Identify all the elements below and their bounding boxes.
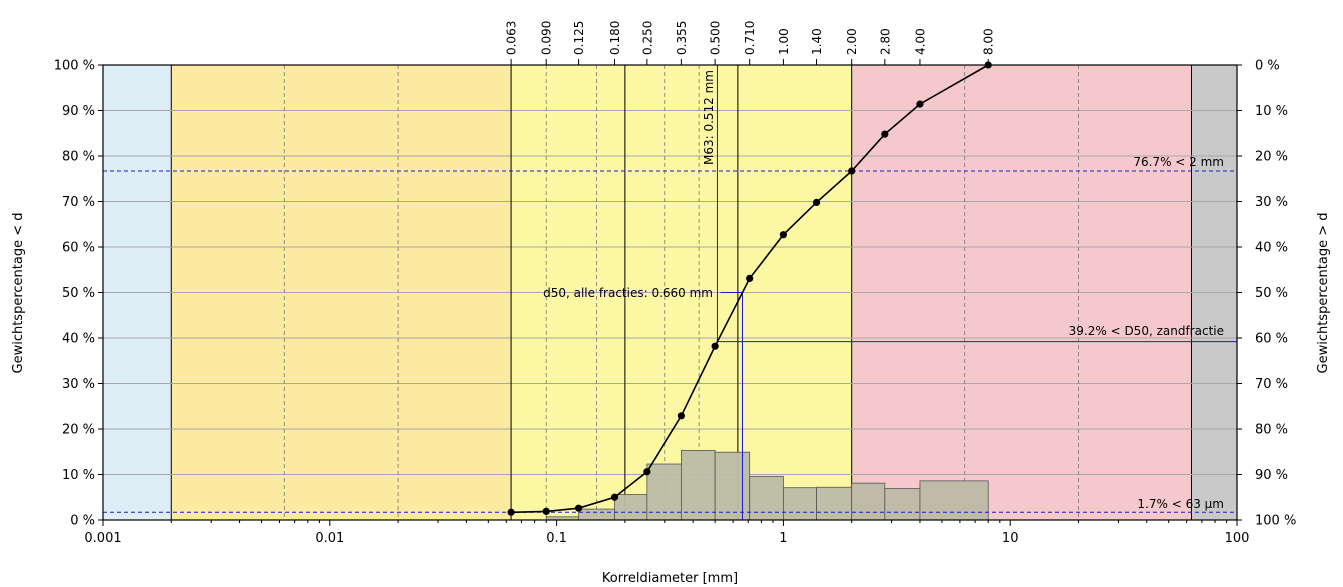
y-tick-label-left: 0 %: [70, 514, 95, 529]
y-tick-label-left: 60 %: [62, 241, 95, 256]
y-tick-label-right: 80 %: [1255, 423, 1288, 438]
histogram-bar: [783, 487, 817, 521]
x-tick-label: 100: [1225, 531, 1250, 546]
data-point: [881, 130, 889, 138]
histogram-bar: [714, 451, 751, 521]
y-tick-label-left: 80 %: [62, 150, 95, 165]
y-tick-label-right: 20 %: [1255, 150, 1288, 165]
sieve-label: 1.00: [777, 28, 791, 55]
y-tick-label-right: 50 %: [1255, 286, 1288, 301]
data-point: [677, 412, 685, 420]
y-tick-label-left: 20 %: [62, 423, 95, 438]
data-point: [848, 167, 856, 175]
y-tick-label-left: 10 %: [62, 468, 95, 483]
cumulative-curve: [507, 61, 992, 516]
sieve-label: 0.180: [608, 21, 622, 55]
y-axis-label-left: Gewichtspercentage < d: [11, 213, 26, 374]
x-tick-label: 1: [779, 531, 787, 546]
data-point: [779, 231, 788, 239]
y-tick-label-right: 30 %: [1255, 195, 1288, 210]
annotation-pct-lt-63um: 1.7% < 63 μm: [1137, 497, 1224, 511]
y-tick-label-right: 40 %: [1255, 241, 1288, 256]
data-point: [610, 493, 619, 501]
x-tick-label: 0.001: [84, 531, 121, 546]
y-tick-label-right: 10 %: [1255, 104, 1288, 119]
y-axis-label-right: Gewichtspercentage > d: [1316, 213, 1331, 374]
histogram-bar: [851, 482, 886, 521]
annotation-lines: [103, 65, 1237, 520]
histogram-bar: [749, 475, 784, 521]
x-axis-label: Korreldiameter [mm]: [602, 571, 738, 586]
axis-ticks: 0 %10 %20 %30 %40 %50 %60 %70 %80 %90 %1…: [54, 21, 1297, 546]
y-tick-label-left: 50 %: [62, 286, 95, 301]
sieve-label: 2.00: [845, 28, 859, 55]
data-point: [574, 504, 583, 512]
x-tick-label: 0.1: [546, 531, 567, 546]
y-tick-label-left: 70 %: [62, 195, 95, 210]
y-tick-label-right: 100 %: [1255, 514, 1296, 529]
histogram-bar: [919, 480, 989, 521]
histogram-bar: [816, 486, 853, 521]
sieve-label: 0.250: [640, 21, 654, 55]
data-point: [711, 342, 719, 350]
y-tick-label-right: 90 %: [1255, 468, 1288, 483]
x-tick-label: 0.01: [315, 531, 344, 546]
data-point: [542, 507, 550, 515]
y-tick-label-left: 90 %: [62, 104, 95, 119]
sieve-label: 0.125: [572, 21, 586, 55]
sieve-label: 0.710: [743, 21, 757, 55]
series-line-0: [511, 64, 989, 514]
histogram-bar: [646, 463, 682, 521]
data-point: [507, 508, 515, 516]
sieve-label: 0.063: [505, 21, 519, 55]
sieve-label: 2.80: [878, 28, 892, 55]
annotation-d50-all: d50, alle fracties: 0.660 mm: [543, 286, 713, 300]
annotation-m63: M63: 0.512 mm: [702, 70, 716, 165]
histogram-bar: [614, 494, 648, 521]
y-tick-label-left: 40 %: [62, 332, 95, 347]
sieve-label: 8.00: [982, 28, 996, 55]
horizontal-gridlines: [103, 110, 1237, 475]
histogram-bar: [884, 488, 921, 521]
data-point: [812, 198, 821, 207]
y-tick-label-right: 60 %: [1255, 332, 1288, 347]
sieve-label: 4.00: [913, 28, 927, 55]
annotation-pct-lt-2mm: 76.7% < 2 mm: [1133, 155, 1224, 169]
data-point: [746, 274, 754, 282]
sieve-label: 0.500: [709, 21, 723, 55]
sieve-label: 0.355: [675, 21, 689, 55]
y-tick-label-right: 0 %: [1255, 59, 1280, 74]
data-point: [643, 468, 651, 476]
annotation-pct-lt-d50-sand: 39.2% < D50, zandfractie: [1069, 324, 1224, 338]
y-tick-label-right: 70 %: [1255, 377, 1288, 392]
histogram-bar: [578, 508, 615, 521]
y-tick-label-left: 30 %: [62, 377, 95, 392]
sieve-label: 0.090: [540, 21, 554, 55]
y-tick-label-left: 100 %: [54, 59, 95, 74]
fraction-histogram: [545, 449, 989, 521]
x-tick-label: 10: [1002, 531, 1019, 546]
data-point: [916, 100, 924, 108]
sieve-label: 1.40: [810, 28, 824, 55]
histogram-bar: [680, 449, 716, 521]
